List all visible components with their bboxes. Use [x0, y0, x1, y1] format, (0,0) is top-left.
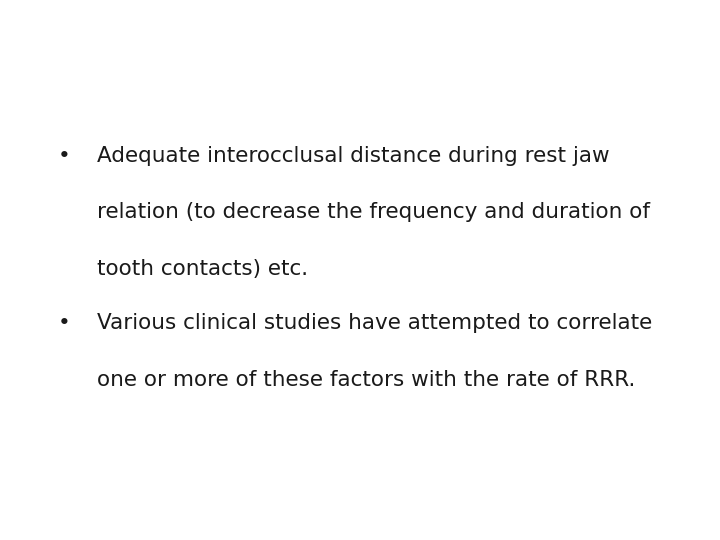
Text: tooth contacts) etc.: tooth contacts) etc. [97, 259, 308, 279]
Text: one or more of these factors with the rate of RRR.: one or more of these factors with the ra… [97, 370, 636, 390]
Text: •: • [58, 146, 71, 166]
Text: •: • [58, 313, 71, 333]
Text: Adequate interocclusal distance during rest jaw: Adequate interocclusal distance during r… [97, 146, 610, 166]
Text: relation (to decrease the frequency and duration of: relation (to decrease the frequency and … [97, 202, 650, 222]
Text: Various clinical studies have attempted to correlate: Various clinical studies have attempted … [97, 313, 652, 333]
